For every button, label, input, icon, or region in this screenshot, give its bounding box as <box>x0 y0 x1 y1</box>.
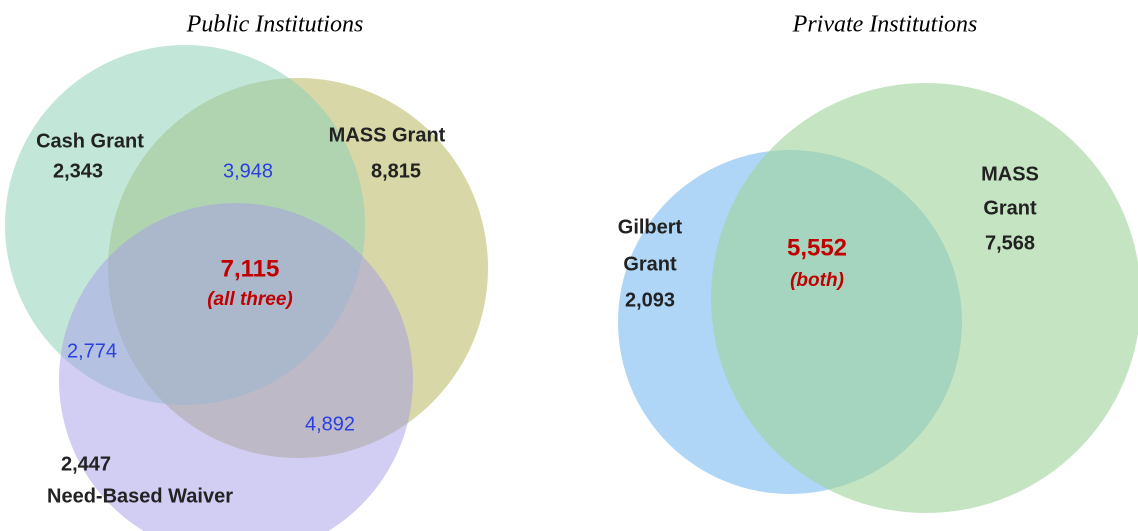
mass-circle <box>711 83 1138 513</box>
set-count: 2,093 <box>625 289 675 311</box>
center-label: (all three) <box>207 289 293 310</box>
set-label: Cash Grant <box>36 130 144 152</box>
public-venn <box>5 45 488 531</box>
set-count: 2,343 <box>53 160 103 182</box>
need-circle <box>59 203 413 531</box>
set-count: 8,815 <box>371 160 421 182</box>
center-label: (both) <box>790 270 844 291</box>
title: Private Institutions <box>792 12 978 38</box>
set-label: Grant <box>983 197 1037 219</box>
title: Public Institutions <box>186 12 364 38</box>
overlap-count: 4,892 <box>305 413 355 435</box>
set-label: Grant <box>623 253 677 275</box>
set-count: 2,447 <box>61 453 111 475</box>
set-count: 7,568 <box>985 232 1035 254</box>
set-label: MASS <box>981 163 1039 185</box>
center-count: 7,115 <box>221 255 280 282</box>
set-label: Need-Based Waiver <box>47 485 233 507</box>
set-label: Gilbert <box>618 216 683 238</box>
overlap-count: 3,948 <box>223 160 273 182</box>
overlap-count: 2,774 <box>67 340 117 362</box>
center-count: 5,552 <box>787 234 847 261</box>
set-label: MASS Grant <box>329 124 446 146</box>
private-venn <box>618 83 1138 513</box>
